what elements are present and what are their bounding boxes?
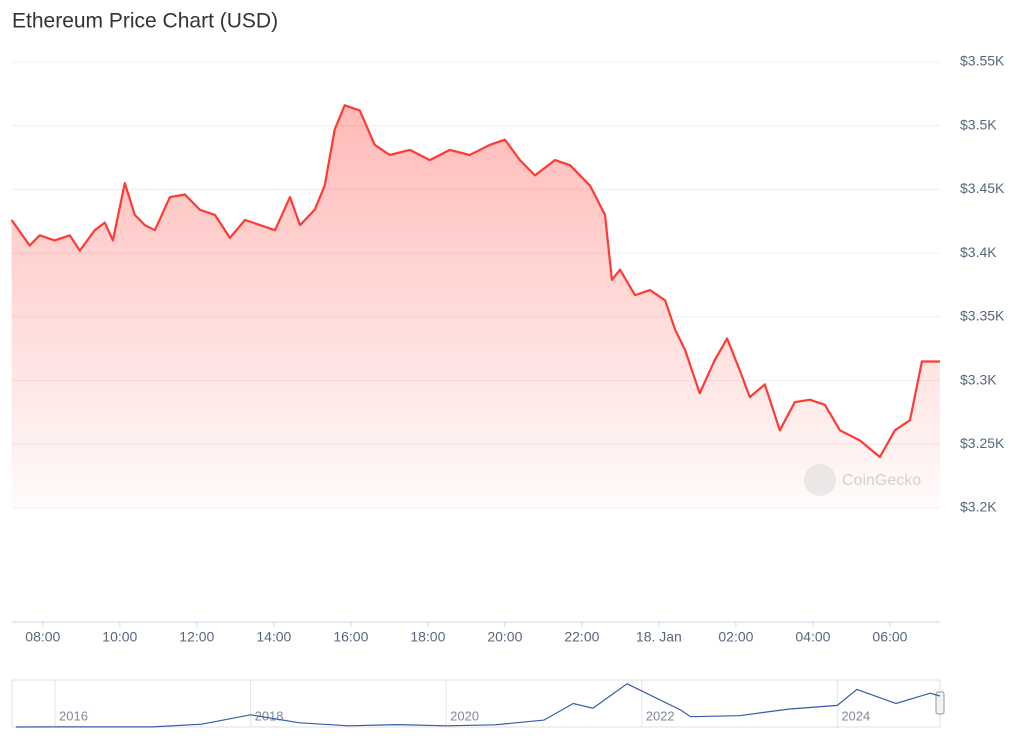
navigator-tick-label: 2024 (841, 708, 870, 723)
y-tick-label: $3.25K (960, 435, 1005, 451)
y-tick-label: $3.5K (960, 116, 997, 132)
chart-title: Ethereum Price Chart (USD) (12, 10, 278, 33)
x-tick-label: 16:00 (333, 629, 368, 645)
watermark: CoinGecko (804, 464, 921, 496)
navigator-handle[interactable] (935, 691, 945, 715)
x-tick-label: 22:00 (564, 629, 599, 645)
x-tick-label: 12:00 (179, 629, 214, 645)
navigator-tick-label: 2022 (646, 708, 675, 723)
x-tick-label: 02:00 (718, 629, 753, 645)
y-tick-label: $3.55K (960, 53, 1005, 69)
y-tick-label: $3.3K (960, 371, 997, 387)
x-tick-label: 10:00 (102, 629, 137, 645)
watermark-text: CoinGecko (842, 472, 921, 489)
price-line (10, 104, 940, 459)
watermark-logo (804, 464, 836, 496)
area-fill (11, 105, 941, 509)
navigator-tick-label: 2016 (59, 708, 88, 723)
navigator-tick-label: 2020 (450, 708, 479, 723)
y-tick-label: $3.45K (960, 180, 1005, 196)
x-tick-label: 04:00 (795, 629, 830, 645)
x-tick-label: 06:00 (872, 629, 907, 645)
y-tick-label: $3.2K (960, 499, 997, 515)
x-tick-label: 14:00 (256, 629, 291, 645)
x-tick-label: 18:00 (410, 629, 445, 645)
x-tick-label: 08:00 (25, 629, 60, 645)
y-tick-label: $3.4K (960, 244, 997, 260)
x-tick-label: 20:00 (487, 629, 522, 645)
navigator-tick-label: 2018 (255, 708, 284, 723)
y-tick-label: $3.35K (960, 308, 1005, 324)
navigator-line (15, 683, 941, 728)
x-tick-label: 18. Jan (636, 629, 682, 645)
